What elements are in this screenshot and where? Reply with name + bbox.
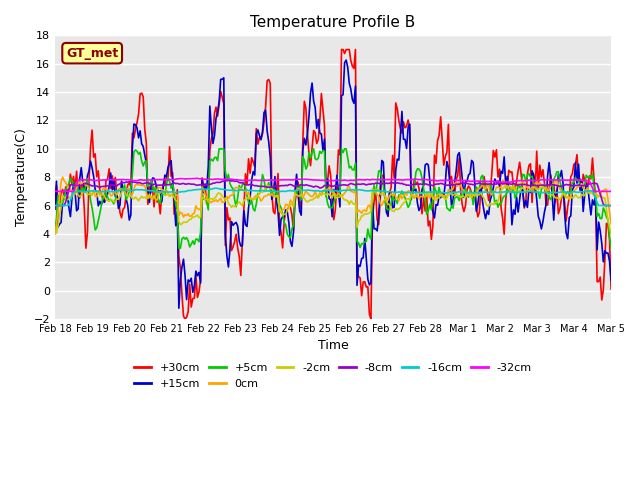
Text: GT_met: GT_met [66, 47, 118, 60]
Y-axis label: Temperature(C): Temperature(C) [15, 128, 28, 226]
Line: -16cm: -16cm [55, 188, 611, 205]
Line: 0cm: 0cm [55, 177, 611, 234]
+5cm [220, 146, 228, 152]
+15cm [579, 209, 587, 215]
0cm [607, 221, 615, 227]
+15cm [51, 206, 59, 212]
+15cm [607, 277, 615, 283]
-16cm [119, 187, 127, 192]
+30cm [181, 316, 189, 322]
-32cm [218, 177, 226, 182]
-16cm [607, 203, 615, 208]
-16cm [246, 187, 254, 193]
+30cm [338, 47, 346, 52]
+5cm [175, 245, 182, 251]
+30cm [119, 206, 127, 212]
Legend: +30cm, +15cm, +5cm, 0cm, -2cm, -8cm, -16cm, -32cm: +30cm, +15cm, +5cm, 0cm, -2cm, -8cm, -16… [129, 359, 536, 393]
+15cm [119, 188, 127, 193]
+15cm [246, 194, 254, 200]
+15cm [342, 57, 350, 63]
-2cm [578, 192, 586, 197]
-8cm [607, 203, 615, 208]
+30cm [296, 206, 303, 212]
+15cm [175, 305, 182, 311]
0cm [237, 186, 244, 192]
-2cm [217, 191, 225, 197]
-8cm [296, 182, 303, 188]
-8cm [51, 203, 59, 208]
-2cm [244, 195, 252, 201]
-32cm [237, 177, 244, 183]
+5cm [298, 197, 305, 203]
+15cm [218, 76, 226, 82]
+5cm [239, 182, 246, 188]
+5cm [579, 184, 587, 190]
-32cm [607, 189, 615, 194]
-2cm [236, 199, 243, 205]
-8cm [246, 181, 254, 187]
-32cm [193, 175, 201, 181]
+15cm [237, 243, 244, 249]
-8cm [119, 180, 127, 185]
-16cm [296, 187, 303, 193]
-8cm [217, 180, 225, 185]
-16cm [237, 187, 244, 193]
Title: Temperature Profile B: Temperature Profile B [250, 15, 415, 30]
+5cm [215, 146, 223, 152]
-2cm [296, 193, 303, 199]
-32cm [51, 189, 59, 194]
+30cm [218, 94, 226, 100]
-32cm [578, 178, 586, 183]
0cm [296, 186, 303, 192]
-2cm [51, 231, 59, 237]
-8cm [578, 183, 586, 189]
-16cm [578, 189, 586, 194]
+30cm [51, 197, 59, 203]
0cm [51, 231, 59, 237]
-32cm [246, 178, 254, 183]
-8cm [237, 180, 244, 186]
-32cm [119, 177, 127, 182]
-16cm [218, 186, 226, 192]
+30cm [607, 286, 615, 292]
+30cm [246, 170, 254, 176]
+30cm [237, 273, 244, 278]
X-axis label: Time: Time [317, 339, 348, 352]
+5cm [248, 198, 255, 204]
-2cm [263, 182, 271, 188]
0cm [578, 181, 586, 187]
+5cm [607, 245, 615, 251]
+15cm [296, 208, 303, 214]
Line: -2cm: -2cm [55, 185, 611, 234]
Line: -32cm: -32cm [55, 178, 611, 192]
Line: +30cm: +30cm [55, 49, 611, 319]
+30cm [579, 171, 587, 177]
Line: +15cm: +15cm [55, 60, 611, 308]
Line: -8cm: -8cm [55, 180, 611, 205]
-2cm [119, 188, 127, 194]
+5cm [51, 228, 59, 234]
-8cm [225, 178, 232, 183]
Line: +5cm: +5cm [55, 149, 611, 248]
-32cm [296, 176, 303, 182]
0cm [218, 199, 226, 205]
0cm [59, 174, 67, 180]
+5cm [119, 186, 127, 192]
0cm [121, 186, 129, 192]
-16cm [212, 185, 220, 191]
0cm [246, 195, 254, 201]
-16cm [51, 203, 59, 208]
-2cm [607, 231, 615, 237]
